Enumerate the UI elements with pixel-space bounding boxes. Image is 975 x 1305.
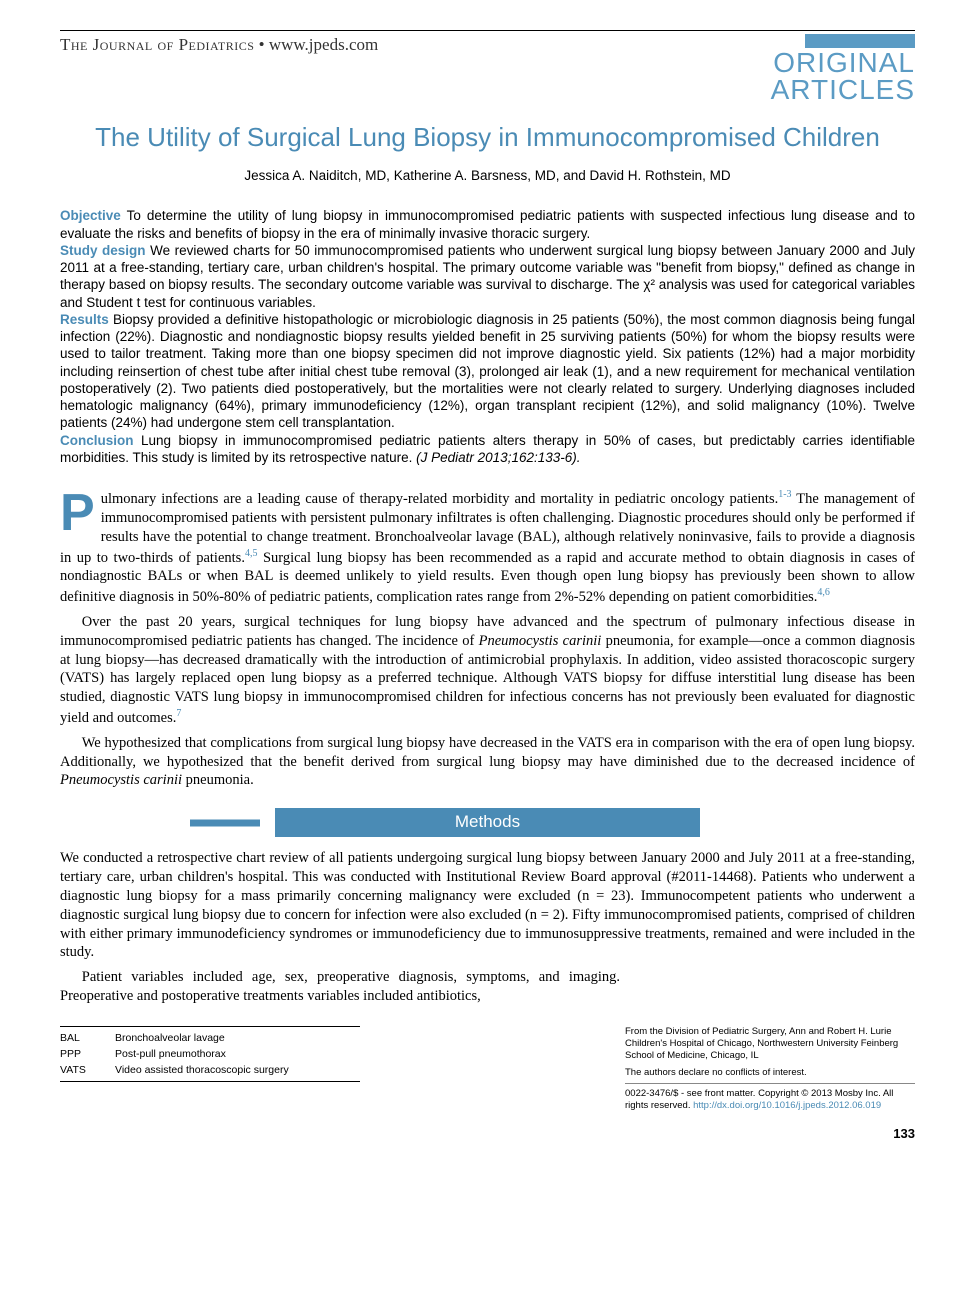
abstract-block: Objective To determine the utility of lu… xyxy=(60,207,915,466)
results-label: Results xyxy=(60,312,109,327)
footer-area: BAL Bronchoalveolar lavage PPP Post-pull… xyxy=(60,1026,915,1117)
affiliation-from: From the Division of Pediatric Surgery, … xyxy=(625,1026,915,1062)
ref-link[interactable]: 4,6 xyxy=(817,587,830,598)
p3-text: We hypothesized that complications from … xyxy=(60,735,915,770)
body-para-2: Over the past 20 years, surgical techniq… xyxy=(60,613,915,728)
top-rule xyxy=(60,30,915,31)
journal-url[interactable]: www.jpeds.com xyxy=(269,35,378,54)
abbrev-def: Bronchoalveolar lavage xyxy=(115,1031,225,1045)
journal-separator: • xyxy=(254,35,268,54)
affil-rule xyxy=(625,1083,915,1084)
body-para-1: Pulmonary infections are a leading cause… xyxy=(60,488,915,607)
abbrev-def: Video assisted thoracoscopic surgery xyxy=(115,1063,289,1077)
methods-para-2: Patient variables included age, sex, pre… xyxy=(60,968,620,1006)
abbrev-row: PPP Post-pull pneumothorax xyxy=(60,1046,360,1062)
section-heading-wrap: Methods xyxy=(60,808,915,837)
citation: (J Pediatr 2013;162:133-6). xyxy=(416,450,580,465)
results-text: Biopsy provided a definitive histopathol… xyxy=(60,312,915,431)
badge-bar xyxy=(805,34,915,48)
journal-name: The Journal of Pediatrics xyxy=(60,35,254,54)
affiliation-box: From the Division of Pediatric Surgery, … xyxy=(625,1026,915,1117)
page-number: 133 xyxy=(60,1125,915,1143)
ref-link[interactable]: 1-3 xyxy=(778,489,791,500)
ref-link[interactable]: 4,5 xyxy=(245,548,258,559)
author-list: Jessica A. Naiditch, MD, Katherine A. Ba… xyxy=(60,167,915,185)
article-type-badge: ORIGINAL ARTICLES xyxy=(771,34,915,103)
dropcap: P xyxy=(60,488,101,535)
p2-italic: Pneumocystis carinii xyxy=(479,633,602,649)
journal-page: The Journal of Pediatrics • www.jpeds.co… xyxy=(0,0,975,1163)
article-title: The Utility of Surgical Lung Biopsy in I… xyxy=(60,123,915,153)
design-text: We reviewed charts for 50 immunocompromi… xyxy=(60,243,915,310)
p1-text: ulmonary infections are a leading cause … xyxy=(101,491,779,507)
ref-link[interactable]: 7 xyxy=(176,708,181,719)
article-type-line2: ARTICLES xyxy=(771,77,915,104)
abbrev-def: Post-pull pneumothorax xyxy=(115,1047,226,1061)
conflict-statement: The authors declare no conflicts of inte… xyxy=(625,1067,915,1079)
methods-para-1: We conducted a retrospective chart revie… xyxy=(60,849,915,962)
conclusion-label: Conclusion xyxy=(60,433,134,448)
abbreviations-table: BAL Bronchoalveolar lavage PPP Post-pull… xyxy=(60,1026,360,1083)
abbrev-row: VATS Video assisted thoracoscopic surger… xyxy=(60,1062,360,1078)
p3-cont: pneumonia. xyxy=(182,772,254,788)
abbrev-row: BAL Bronchoalveolar lavage xyxy=(60,1030,360,1046)
doi-link[interactable]: http://dx.doi.org/10.1016/j.jpeds.2012.0… xyxy=(693,1100,881,1111)
objective-label: Objective xyxy=(60,208,121,223)
journal-branding: The Journal of Pediatrics • www.jpeds.co… xyxy=(60,34,378,57)
abbrev-key: BAL xyxy=(60,1031,115,1045)
p3-italic: Pneumocystis carinii xyxy=(60,772,182,788)
abbrev-key: VATS xyxy=(60,1063,115,1077)
design-label: Study design xyxy=(60,243,146,258)
article-type-line1: ORIGINAL xyxy=(771,50,915,77)
body-para-3: We hypothesized that complications from … xyxy=(60,734,915,791)
objective-text: To determine the utility of lung biopsy … xyxy=(60,208,915,240)
copyright-line: 0022-3476/$ - see front matter. Copyrigh… xyxy=(625,1088,915,1112)
methods-heading: Methods xyxy=(275,808,700,837)
page-header: The Journal of Pediatrics • www.jpeds.co… xyxy=(60,34,915,103)
abbrev-key: PPP xyxy=(60,1047,115,1061)
